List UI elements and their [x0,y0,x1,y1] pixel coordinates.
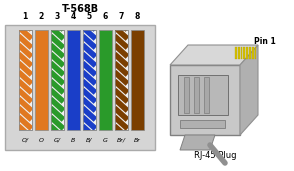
Bar [184,77,189,113]
Text: 5: 5 [86,12,91,21]
Bar [240,47,242,59]
Bar [66,30,79,130]
Polygon shape [170,45,258,65]
Text: G: G [103,137,107,142]
Bar [83,30,96,130]
Bar [131,30,143,130]
Bar [243,47,245,59]
Text: 3: 3 [54,12,60,21]
Text: 8: 8 [134,12,140,21]
Bar [252,47,254,59]
Bar [114,30,128,130]
Polygon shape [240,45,258,135]
Bar [34,30,48,130]
Text: O/: O/ [21,137,29,142]
Bar [83,30,96,130]
Text: 2: 2 [39,12,44,21]
Text: B: B [71,137,75,142]
Bar [235,47,237,59]
Text: 1: 1 [22,12,28,21]
Text: RJ-45 Plug: RJ-45 Plug [194,150,236,160]
Bar [255,47,256,59]
Bar [114,30,128,130]
Bar [194,77,199,113]
Text: 4: 4 [70,12,76,21]
Text: Br: Br [133,137,141,142]
Bar [19,30,31,130]
Text: O: O [39,137,44,142]
Text: 6: 6 [102,12,108,21]
Bar [51,30,64,130]
Bar [5,25,155,150]
Bar [98,30,111,130]
FancyBboxPatch shape [170,65,240,135]
Text: G/: G/ [54,137,61,142]
Text: B/: B/ [86,137,92,142]
Bar [249,47,251,59]
Bar [204,77,209,113]
Bar [246,47,248,59]
Text: 7: 7 [118,12,124,21]
Bar [180,120,225,128]
Text: Br/: Br/ [116,137,126,142]
Bar [19,30,31,130]
Bar [178,75,228,115]
Text: T-568B: T-568B [61,4,98,14]
Text: Pin 1: Pin 1 [254,37,276,47]
Bar [51,30,64,130]
Polygon shape [180,135,215,150]
Bar [238,47,240,59]
